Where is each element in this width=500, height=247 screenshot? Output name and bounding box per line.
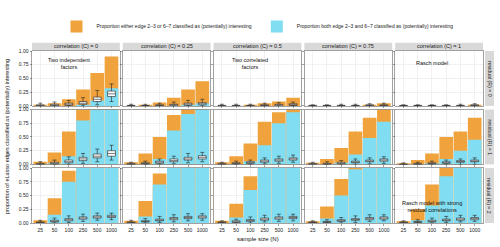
svg-text:500: 500	[365, 227, 374, 233]
svg-text:Two independentfactors: Two independentfactors	[48, 57, 90, 70]
svg-text:0.75: 0.75	[19, 61, 29, 67]
svg-text:100: 100	[428, 227, 437, 233]
svg-text:correlation (C) = 0: correlation (C) = 0	[54, 43, 98, 49]
svg-text:25: 25	[219, 227, 225, 233]
svg-text:correlation (C) = 0.75: correlation (C) = 0.75	[322, 43, 374, 49]
svg-text:50: 50	[415, 227, 421, 233]
svg-text:correlation (C) = 0.25: correlation (C) = 0.25	[141, 43, 193, 49]
svg-text:correlation (C) = 1: correlation (C) = 1	[417, 43, 461, 49]
svg-text:residual (R) = 2: residual (R) = 2	[486, 178, 492, 214]
svg-text:1000: 1000	[106, 227, 117, 233]
svg-text:500: 500	[93, 227, 102, 233]
svg-text:250: 250	[442, 227, 451, 233]
svg-text:500: 500	[275, 227, 284, 233]
svg-text:50: 50	[143, 227, 149, 233]
svg-text:proportion of eLasso edges cla: proportion of eLasso edges classified as…	[4, 59, 10, 214]
svg-text:residual (R) = 0: residual (R) = 0	[487, 61, 493, 97]
svg-text:500: 500	[456, 227, 465, 233]
svg-text:1.00: 1.00	[19, 48, 29, 54]
svg-text:0.25: 0.25	[19, 147, 29, 153]
svg-text:1000: 1000	[378, 227, 389, 233]
svg-text:25: 25	[128, 227, 134, 233]
svg-text:Proportion either edge 2–3 or: Proportion either edge 2–3 or 6–7 classi…	[97, 23, 252, 29]
svg-text:1000: 1000	[288, 227, 299, 233]
svg-text:25: 25	[401, 227, 407, 233]
svg-text:0.00: 0.00	[19, 220, 29, 226]
svg-text:100: 100	[337, 227, 346, 233]
svg-text:250: 250	[260, 227, 269, 233]
svg-text:50: 50	[233, 227, 239, 233]
svg-text:1.00: 1.00	[19, 106, 29, 112]
svg-text:250: 250	[351, 227, 360, 233]
svg-text:1.00: 1.00	[19, 165, 29, 171]
svg-text:1000: 1000	[197, 227, 208, 233]
svg-text:residual (R) = 1: residual (R) = 1	[487, 120, 493, 156]
svg-text:50: 50	[324, 227, 330, 233]
svg-text:0.25: 0.25	[19, 206, 29, 212]
svg-text:sample size (N): sample size (N)	[237, 236, 279, 242]
svg-text:100: 100	[155, 227, 164, 233]
svg-text:0.50: 0.50	[19, 75, 29, 81]
svg-text:250: 250	[79, 227, 88, 233]
svg-text:500: 500	[184, 227, 193, 233]
svg-text:Two correlatedfactors: Two correlatedfactors	[232, 57, 268, 70]
svg-text:Rasch model with strongresidua: Rasch model with strongresidual correlat…	[402, 200, 462, 213]
svg-text:100: 100	[246, 227, 255, 233]
svg-text:25: 25	[310, 227, 316, 233]
svg-text:Rasch model: Rasch model	[416, 60, 448, 66]
svg-text:0.25: 0.25	[19, 89, 29, 95]
svg-text:1000: 1000	[469, 227, 480, 233]
svg-text:50: 50	[52, 227, 58, 233]
svg-text:0.50: 0.50	[19, 134, 29, 140]
svg-text:0.50: 0.50	[19, 192, 29, 198]
svg-text:250: 250	[170, 227, 179, 233]
svg-text:correlation (C) = 0.5: correlation (C) = 0.5	[233, 43, 282, 49]
svg-text:0.75: 0.75	[19, 179, 29, 185]
svg-text:25: 25	[38, 227, 44, 233]
svg-text:0.00: 0.00	[19, 161, 29, 167]
svg-text:Proportion both edge 2–3 and 6: Proportion both edge 2–3 and 6–7 classif…	[297, 23, 453, 29]
svg-text:0.75: 0.75	[19, 120, 29, 126]
svg-text:100: 100	[65, 227, 74, 233]
svg-text:0.00: 0.00	[19, 103, 29, 109]
